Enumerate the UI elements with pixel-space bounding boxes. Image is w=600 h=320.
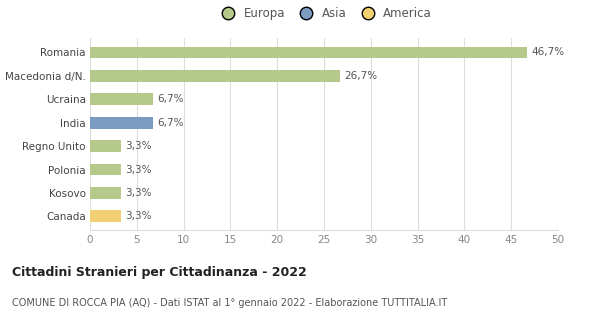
Bar: [90, 47, 527, 58]
Text: 26,7%: 26,7%: [344, 71, 378, 81]
Text: 46,7%: 46,7%: [532, 47, 565, 58]
Text: 3,3%: 3,3%: [125, 211, 152, 221]
Text: 6,7%: 6,7%: [157, 94, 184, 104]
Text: 3,3%: 3,3%: [125, 141, 152, 151]
Bar: [90, 140, 121, 152]
Text: 6,7%: 6,7%: [157, 118, 184, 128]
Bar: [90, 187, 121, 199]
Text: 3,3%: 3,3%: [125, 164, 152, 174]
Text: COMUNE DI ROCCA PIA (AQ) - Dati ISTAT al 1° gennaio 2022 - Elaborazione TUTTITAL: COMUNE DI ROCCA PIA (AQ) - Dati ISTAT al…: [12, 298, 447, 308]
Text: 3,3%: 3,3%: [125, 188, 152, 198]
Bar: [90, 70, 340, 82]
Text: Cittadini Stranieri per Cittadinanza - 2022: Cittadini Stranieri per Cittadinanza - 2…: [12, 266, 307, 279]
Bar: [90, 164, 121, 175]
Bar: [90, 117, 153, 129]
Bar: [90, 211, 121, 222]
Bar: [90, 93, 153, 105]
Legend: Europa, Asia, America: Europa, Asia, America: [212, 2, 436, 25]
